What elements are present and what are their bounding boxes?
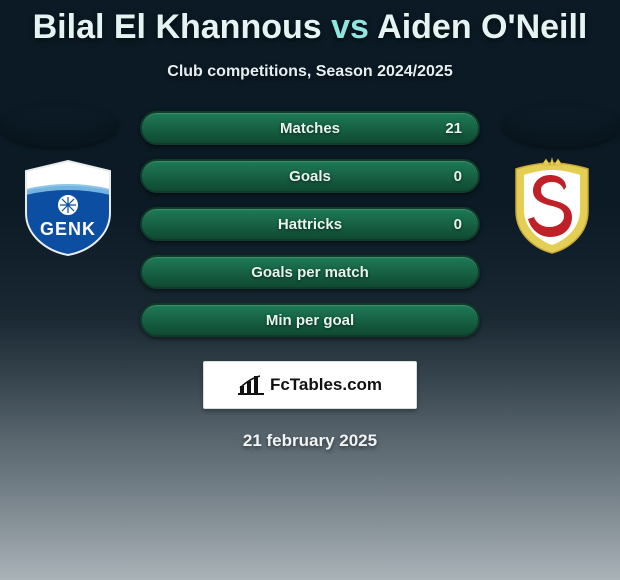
comparison-stage: GENK Matches 21 Goals 0 Hattricks 0 <box>0 111 620 451</box>
stat-pill-hattricks: Hattricks 0 <box>140 207 480 241</box>
genk-shield-icon: GENK <box>18 157 118 257</box>
stat-pill-goals: Goals 0 <box>140 159 480 193</box>
title-vs: vs <box>331 8 369 46</box>
stat-label: Hattricks <box>278 216 342 233</box>
stat-pill-min-per-goal: Min per goal <box>140 303 480 337</box>
stat-label: Goals <box>289 168 331 185</box>
fctables-watermark: FcTables.com <box>203 361 417 409</box>
stat-rows: Matches 21 Goals 0 Hattricks 0 Goals per… <box>140 111 480 337</box>
stat-label: Goals per match <box>251 264 369 281</box>
badge-right <box>502 157 602 257</box>
stat-label: Matches <box>280 120 340 137</box>
stat-label: Min per goal <box>266 312 354 329</box>
stat-value: 21 <box>445 120 462 137</box>
stat-pill-goals-per-match: Goals per match <box>140 255 480 289</box>
subtitle: Club competitions, Season 2024/2025 <box>0 63 620 81</box>
bar-chart-icon <box>238 374 264 396</box>
page-title: Bilal El Khannous vs Aiden O'Neill <box>0 0 620 47</box>
fctables-text: FcTables.com <box>270 375 382 395</box>
standard-shield-icon <box>502 157 602 257</box>
generated-date: 21 february 2025 <box>0 431 620 451</box>
badge-left: GENK <box>18 157 118 257</box>
stat-value: 0 <box>454 168 462 185</box>
right-player-oval <box>502 103 620 147</box>
title-player-2: Aiden O'Neill <box>377 8 587 46</box>
left-player-oval <box>0 103 118 147</box>
stat-value: 0 <box>454 216 462 233</box>
stat-pill-matches: Matches 21 <box>140 111 480 145</box>
title-player-1: Bilal El Khannous <box>33 8 322 46</box>
svg-text:GENK: GENK <box>40 219 96 239</box>
